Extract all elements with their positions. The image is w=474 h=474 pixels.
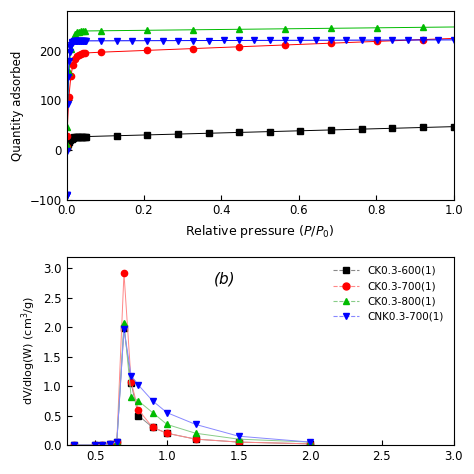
Line: CK0.3-800(1): CK0.3-800(1)	[71, 319, 313, 448]
CK0.3-800(1)	[121, 319, 127, 325]
CK0.3-700(1)	[100, 442, 105, 448]
CK0.3-700(1)	[308, 441, 313, 447]
CK0.3-800(1)	[136, 398, 141, 404]
CK0.3-600(1)	[164, 430, 170, 436]
CK0.3-600(1)	[150, 425, 155, 430]
Line: CK0.3-600(1): CK0.3-600(1)	[64, 124, 457, 151]
CK0.3-600(1)	[107, 441, 112, 447]
CK0.3-700(1)	[107, 441, 112, 447]
CNK0.3-700(1)	[100, 442, 105, 448]
CK0.3-800(1)	[236, 436, 241, 442]
CNK0.3-700(1)	[64, 191, 70, 197]
CK0.3-700(1)	[164, 430, 170, 436]
CK0.3-700(1)	[128, 379, 134, 385]
CK0.3-800(1)	[128, 394, 134, 400]
CK0.3-700(1)	[451, 36, 456, 41]
CK0.3-600(1)	[191, 131, 196, 137]
CK0.3-700(1)	[114, 439, 119, 445]
CK0.3-600(1)	[175, 131, 181, 137]
CNK0.3-700(1)	[191, 38, 196, 44]
CNK0.3-700(1)	[92, 442, 98, 448]
Y-axis label: Quantity adsorbed: Quantity adsorbed	[11, 50, 24, 161]
Line: CK0.3-800(1): CK0.3-800(1)	[64, 24, 457, 148]
CK0.3-700(1)	[150, 425, 155, 430]
CK0.3-800(1)	[107, 441, 112, 447]
CK0.3-800(1)	[78, 28, 83, 34]
CK0.3-600(1)	[92, 442, 98, 448]
Line: CNK0.3-700(1): CNK0.3-700(1)	[64, 37, 457, 198]
CK0.3-600(1)	[114, 439, 119, 445]
CK0.3-800(1)	[71, 442, 77, 448]
CK0.3-700(1)	[72, 56, 78, 62]
CNK0.3-700(1)	[236, 433, 241, 439]
CK0.3-600(1)	[121, 326, 127, 331]
CK0.3-600(1)	[308, 441, 313, 447]
CK0.3-800(1)	[92, 442, 98, 448]
CNK0.3-700(1)	[121, 326, 127, 332]
Y-axis label: dV/dlog(W) (cm$^3$/g): dV/dlog(W) (cm$^3$/g)	[19, 297, 37, 405]
CNK0.3-700(1)	[114, 439, 119, 445]
CK0.3-700(1)	[236, 439, 241, 445]
CNK0.3-700(1)	[72, 38, 78, 44]
CK0.3-800(1)	[64, 125, 70, 130]
Text: (b): (b)	[214, 272, 235, 287]
CK0.3-800(1)	[191, 27, 196, 33]
CK0.3-700(1)	[175, 46, 181, 52]
CK0.3-600(1)	[193, 436, 199, 442]
CNK0.3-700(1)	[71, 442, 77, 448]
CNK0.3-700(1)	[175, 38, 181, 44]
CK0.3-700(1)	[71, 442, 77, 448]
CK0.3-600(1)	[78, 134, 83, 139]
CK0.3-600(1)	[71, 442, 77, 448]
CK0.3-700(1)	[64, 134, 70, 139]
Line: CNK0.3-700(1): CNK0.3-700(1)	[71, 326, 313, 448]
CK0.3-800(1)	[100, 442, 105, 448]
CK0.3-800(1)	[64, 142, 70, 148]
CK0.3-800(1)	[308, 439, 313, 445]
CNK0.3-700(1)	[64, 148, 70, 154]
Line: CK0.3-600(1): CK0.3-600(1)	[71, 325, 313, 448]
CK0.3-700(1)	[121, 270, 127, 276]
Line: CK0.3-700(1): CK0.3-700(1)	[71, 270, 313, 448]
CNK0.3-700(1)	[451, 37, 456, 43]
CK0.3-600(1)	[236, 439, 241, 445]
CK0.3-800(1)	[114, 439, 119, 445]
CNK0.3-700(1)	[193, 421, 199, 427]
Legend: CK0.3-600(1), CK0.3-700(1), CK0.3-800(1), CNK0.3-700(1): CK0.3-600(1), CK0.3-700(1), CK0.3-800(1)…	[329, 262, 448, 326]
CK0.3-600(1)	[64, 145, 70, 150]
CK0.3-600(1)	[136, 413, 141, 419]
CK0.3-700(1)	[92, 442, 98, 448]
CK0.3-700(1)	[78, 51, 83, 56]
CK0.3-600(1)	[128, 380, 134, 386]
CK0.3-700(1)	[64, 145, 70, 150]
CK0.3-700(1)	[136, 407, 141, 412]
CNK0.3-700(1)	[107, 441, 112, 447]
CK0.3-800(1)	[193, 430, 199, 436]
CNK0.3-700(1)	[78, 38, 83, 44]
CK0.3-800(1)	[72, 31, 78, 37]
CK0.3-700(1)	[64, 145, 70, 150]
CK0.3-600(1)	[72, 135, 78, 140]
CNK0.3-700(1)	[150, 398, 155, 404]
CNK0.3-700(1)	[128, 373, 134, 378]
CK0.3-800(1)	[164, 421, 170, 427]
CK0.3-700(1)	[191, 46, 196, 51]
CK0.3-700(1)	[193, 436, 199, 442]
CNK0.3-700(1)	[64, 191, 70, 197]
CK0.3-600(1)	[64, 145, 70, 150]
CK0.3-600(1)	[64, 143, 70, 149]
CNK0.3-700(1)	[136, 382, 141, 388]
CK0.3-800(1)	[175, 27, 181, 33]
CNK0.3-700(1)	[164, 410, 170, 416]
CK0.3-800(1)	[451, 24, 456, 30]
X-axis label: Relative pressure ($\mathit{P/P_0}$): Relative pressure ($\mathit{P/P_0}$)	[185, 223, 335, 240]
CK0.3-600(1)	[451, 124, 456, 129]
CK0.3-800(1)	[150, 410, 155, 416]
Line: CK0.3-700(1): CK0.3-700(1)	[64, 35, 457, 151]
CNK0.3-700(1)	[308, 439, 313, 445]
CK0.3-600(1)	[100, 442, 105, 448]
CK0.3-800(1)	[64, 142, 70, 148]
